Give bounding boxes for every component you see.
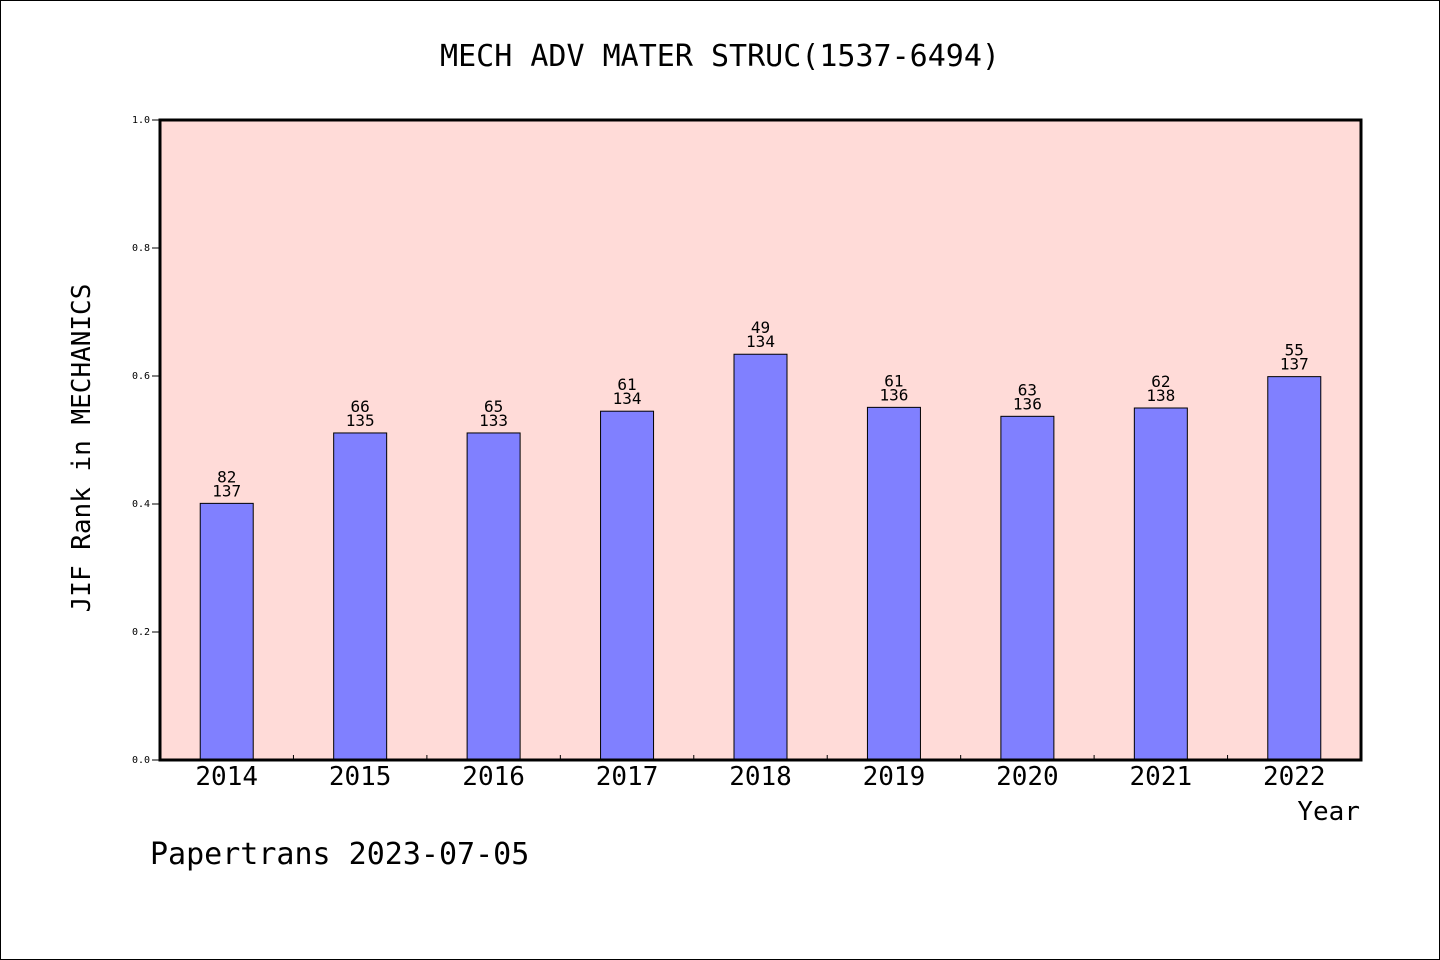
bar (733, 353, 788, 761)
data-label-total: 136 (879, 385, 908, 404)
data-label-total: 134 (613, 389, 642, 408)
bar (199, 502, 254, 761)
footer-text: Papertrans 2023-07-05 (150, 837, 529, 872)
data-label-total: 138 (1146, 386, 1175, 405)
data-label-rank: 61 (617, 375, 636, 394)
x-tick-label: 2017 (596, 762, 659, 792)
chart-title: MECH ADV MATER STRUC(1537-6494) (440, 39, 1000, 74)
x-tick-label: 2018 (729, 762, 792, 792)
y-tick-label: 0.0 (132, 755, 150, 766)
x-tick-label: 2016 (462, 762, 525, 792)
x-axis-label: Year (1297, 797, 1360, 827)
bar (600, 410, 655, 761)
data-label-total: 136 (1013, 394, 1042, 413)
bar (333, 432, 388, 761)
y-tick-label: 1.0 (132, 115, 150, 126)
y-tick-label: 0.4 (132, 499, 150, 510)
y-tick-label: 0.2 (132, 627, 150, 638)
x-tick-label: 2014 (195, 762, 258, 792)
data-label-rank: 66 (351, 397, 370, 416)
bar (866, 406, 921, 761)
data-label-rank: 65 (484, 397, 503, 416)
x-tick-label: 2020 (996, 762, 1059, 792)
data-label-total: 135 (346, 411, 375, 430)
y-axis: 0.0 0.2 0.4 0.6 0.8 1.0 (132, 115, 160, 766)
x-tick-label: 2021 (1130, 762, 1193, 792)
data-label-total: 133 (479, 411, 508, 430)
data-label-rank: 62 (1151, 372, 1170, 391)
data-label-rank: 61 (884, 371, 903, 390)
plot-border (158, 118, 1363, 762)
bar (1000, 415, 1055, 761)
y-tick-label: 0.6 (132, 371, 150, 382)
data-label-rank: 82 (217, 467, 236, 486)
bars-layer (199, 353, 1322, 761)
data-label-rank: 63 (1018, 380, 1037, 399)
bar (466, 432, 521, 761)
data-label-total: 137 (1280, 355, 1309, 374)
data-label-total: 137 (212, 481, 241, 500)
x-tick-label: 2015 (329, 762, 392, 792)
data-label-rank: 55 (1285, 341, 1304, 360)
x-tick-label: 2022 (1263, 762, 1326, 792)
x-tick-label: 2019 (863, 762, 926, 792)
bar (1133, 407, 1188, 761)
data-label-total: 134 (746, 332, 775, 351)
y-tick-label: 0.8 (132, 243, 150, 254)
y-axis-label: JIF Rank in MECHANICS (67, 284, 97, 613)
x-axis: 2014 2015 2016 2017 2018 2019 2020 2021 2022 (195, 755, 1326, 792)
data-label-rank: 49 (751, 318, 770, 337)
bar (1267, 376, 1322, 761)
